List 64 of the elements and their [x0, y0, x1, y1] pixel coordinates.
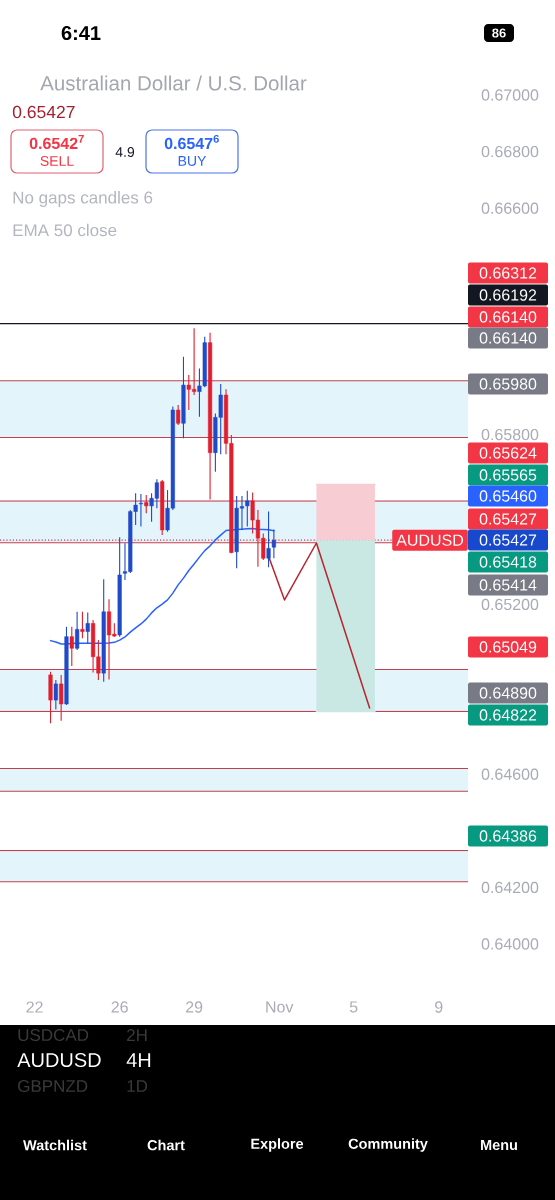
ref-line-label: AUDUSD — [396, 534, 464, 546]
text: 0.66140 — [479, 332, 537, 344]
text: 86 — [492, 28, 506, 38]
candlestick — [176, 404, 181, 426]
y-tick-label: 0.65200 — [481, 598, 539, 611]
y-tick-label: 0.64600 — [481, 768, 539, 780]
text: 0.66140 — [479, 311, 537, 323]
x-tick-label: 26 — [111, 1001, 128, 1013]
text: 0.65980 — [479, 378, 537, 390]
text: 0.65414 — [479, 579, 537, 591]
x-tick-label: 5 — [349, 1001, 358, 1013]
text: 2H — [127, 1029, 147, 1041]
candlestick — [53, 679, 58, 710]
text: 1D — [127, 1080, 148, 1092]
line-series — [267, 542, 371, 709]
text: 0.65049 — [479, 641, 537, 653]
y-tick-label: 0.67000 — [481, 89, 539, 101]
text: 0.65427 — [479, 534, 537, 546]
text: 0.65624 — [479, 447, 537, 459]
candlestick — [59, 674, 64, 722]
text: 6:41 — [61, 25, 101, 41]
text: Explore — [251, 1138, 304, 1152]
candlestick — [69, 626, 74, 667]
text: 0.64822 — [479, 709, 537, 721]
chart-title: Australian Dollar / U.S. Dollar — [40, 75, 307, 91]
y-tick-label: 0.65800 — [481, 428, 539, 441]
candlestick — [75, 611, 80, 651]
candlestick — [266, 511, 271, 568]
text: 0.66192 — [479, 289, 537, 301]
x-tick-label: 9 — [435, 1001, 443, 1013]
annotation: EMA 50 close — [13, 223, 117, 237]
text: Community — [348, 1138, 428, 1152]
text: 0.64386 — [479, 830, 537, 842]
text: 0.64890 — [479, 687, 537, 699]
x-tick-label: Nov — [266, 1001, 294, 1013]
text: Menu — [481, 1139, 517, 1151]
text: 0.66312 — [479, 267, 537, 279]
text: GBPNZD — [18, 1079, 88, 1093]
y-tick-label: 0.66800 — [481, 145, 539, 158]
candlestick — [271, 528, 276, 559]
x-tick-label: 29 — [186, 1001, 203, 1013]
y-tick-label: 0.64200 — [481, 881, 539, 894]
annotation: 0.6542$^{7}$ — [29, 134, 84, 150]
text: USDCAD — [18, 1028, 89, 1042]
annotation: 4.9 — [115, 147, 135, 157]
annotation: SELL — [40, 156, 74, 166]
annotation: 0.65427 — [12, 105, 75, 119]
annotation: BUY — [178, 156, 207, 166]
candlestick — [144, 494, 149, 514]
candlestick — [85, 612, 90, 644]
text: 0.65418 — [479, 556, 537, 568]
text: 4H — [126, 1053, 151, 1067]
annotation: 0.6547$^{6}$ — [164, 134, 219, 150]
candlestick — [80, 611, 85, 639]
text: AUDUSD — [17, 1052, 101, 1068]
text: 0.65460 — [479, 490, 537, 502]
text: 0.65427 — [479, 513, 537, 525]
x-tick-label: 22 — [26, 1001, 43, 1013]
y-tick-label: 0.64000 — [481, 938, 539, 950]
annotation: No gaps candles 6 — [13, 191, 153, 207]
text: 0.65565 — [479, 469, 537, 481]
text: Chart — [147, 1139, 185, 1151]
y-tick-label: 0.66600 — [481, 202, 539, 214]
text: Watchlist — [23, 1139, 87, 1151]
